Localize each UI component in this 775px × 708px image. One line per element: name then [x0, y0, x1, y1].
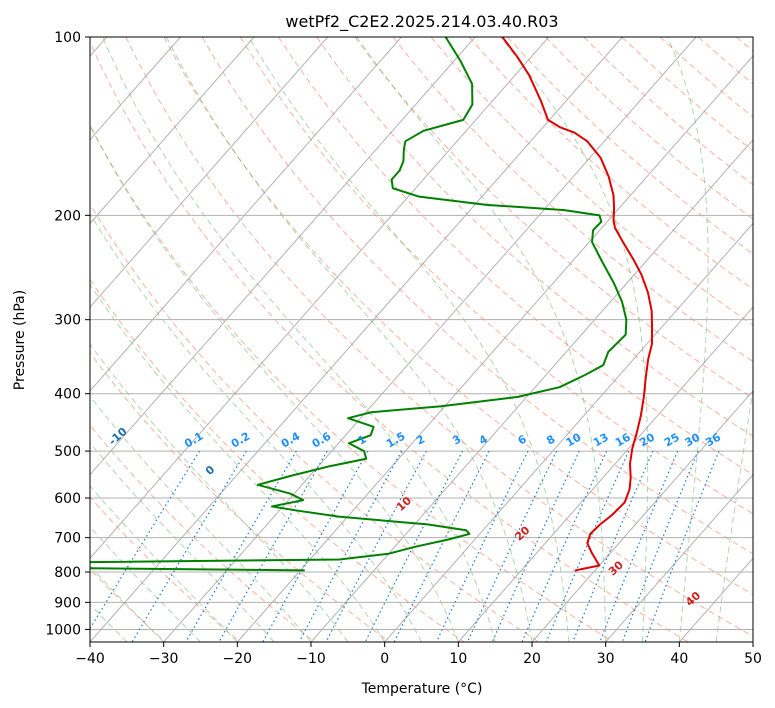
mixing-ratio-line — [393, 450, 490, 642]
isotherm — [90, 37, 329, 308]
x-tick-label: 0 — [380, 651, 389, 667]
x-tick-label: 10 — [449, 651, 467, 667]
y-tick-label: 700 — [54, 531, 81, 547]
mixing-ratio-line — [185, 450, 297, 642]
y-tick-label: 900 — [54, 595, 81, 611]
moist-adiabat — [500, 37, 649, 642]
y-tick-label: 1000 — [45, 622, 81, 638]
series-layer — [90, 37, 654, 572]
isotherm — [90, 37, 476, 476]
dry-adiabat — [278, 37, 753, 476]
moist-adiabat — [90, 442, 275, 642]
isotherm — [163, 37, 697, 642]
dry-adiabat — [163, 37, 753, 596]
isotherm — [236, 55, 753, 642]
moist-adiabat — [102, 37, 496, 642]
mixing-ratio-line — [262, 450, 369, 642]
x-tick-label: −20 — [223, 651, 253, 667]
y-tick-label: 800 — [54, 565, 81, 581]
y-tick-label: 600 — [54, 491, 81, 507]
moist-adiabat — [90, 485, 238, 642]
isotherm — [90, 37, 255, 225]
isotherm — [90, 37, 623, 642]
mixing-ratio-line — [435, 450, 529, 642]
isotherm — [310, 138, 753, 642]
isotherm — [90, 37, 550, 560]
moist-adiabat — [356, 37, 607, 642]
moist-adiabat — [90, 212, 422, 642]
dry-adiabat — [354, 37, 753, 400]
y-tick-label: 300 — [54, 313, 81, 329]
mixing-ratio-line — [325, 450, 427, 642]
mixing-ratio-line — [599, 450, 679, 642]
y-axis-label: Pressure (hPa) — [12, 290, 28, 390]
y-tick-label: 400 — [54, 387, 81, 403]
dry-adiabat — [90, 424, 315, 642]
isotherm — [384, 222, 753, 642]
y-tick-label: 200 — [54, 208, 81, 224]
isotherm — [457, 306, 753, 642]
mixing-ratio-line — [364, 450, 464, 642]
axes: −40 −30 −20 −10 0 10 20 30 40 50 100 200 300 400 500 60… — [45, 30, 762, 667]
moist-adiabat — [248, 37, 570, 642]
x-axis-label: Temperature (°C) — [361, 681, 483, 697]
moist-adiabat — [90, 283, 386, 642]
dry-adiabat — [90, 203, 540, 642]
x-tick-label: −40 — [75, 651, 105, 667]
x-tick-label: 50 — [744, 651, 762, 667]
dewpoint-profile — [90, 37, 628, 572]
dry-adiabat — [90, 352, 390, 642]
moist-adiabat — [667, 37, 709, 642]
moist-adiabat — [715, 386, 753, 642]
mixing-ratio-line — [131, 450, 247, 642]
x-tick-label: 20 — [523, 651, 541, 667]
x-tick-label: −30 — [149, 651, 179, 667]
x-tick-label: −10 — [296, 651, 326, 667]
moist-adiabat — [90, 124, 459, 642]
plot-area — [90, 37, 753, 642]
mixing-ratio-line — [572, 450, 654, 642]
isotherm — [531, 390, 753, 642]
grid-layer — [90, 37, 753, 642]
x-tick-label: 40 — [670, 651, 688, 667]
isotherm — [90, 37, 181, 141]
isotherm — [605, 473, 753, 642]
moist-adiabat — [90, 343, 349, 642]
x-tick-label: 30 — [597, 651, 615, 667]
moist-adiabat — [166, 37, 533, 642]
plot-frame — [89, 36, 754, 643]
mixing-ratio-line — [621, 450, 699, 642]
mixing-ratio-line — [466, 450, 558, 642]
dry-adiabat — [90, 568, 166, 642]
mixing-ratio-line — [298, 450, 403, 642]
isotherm — [90, 37, 402, 392]
y-tick-label: 100 — [54, 30, 81, 46]
dry-adiabat — [316, 37, 753, 437]
y-tick-label: 500 — [54, 444, 81, 460]
temperature-profile — [501, 37, 654, 572]
dry-adiabat — [90, 124, 614, 642]
chart-title: wetPf2_C2E2.2025.214.03.40.R03 — [285, 12, 558, 32]
mixing-ratio-line — [218, 450, 328, 642]
